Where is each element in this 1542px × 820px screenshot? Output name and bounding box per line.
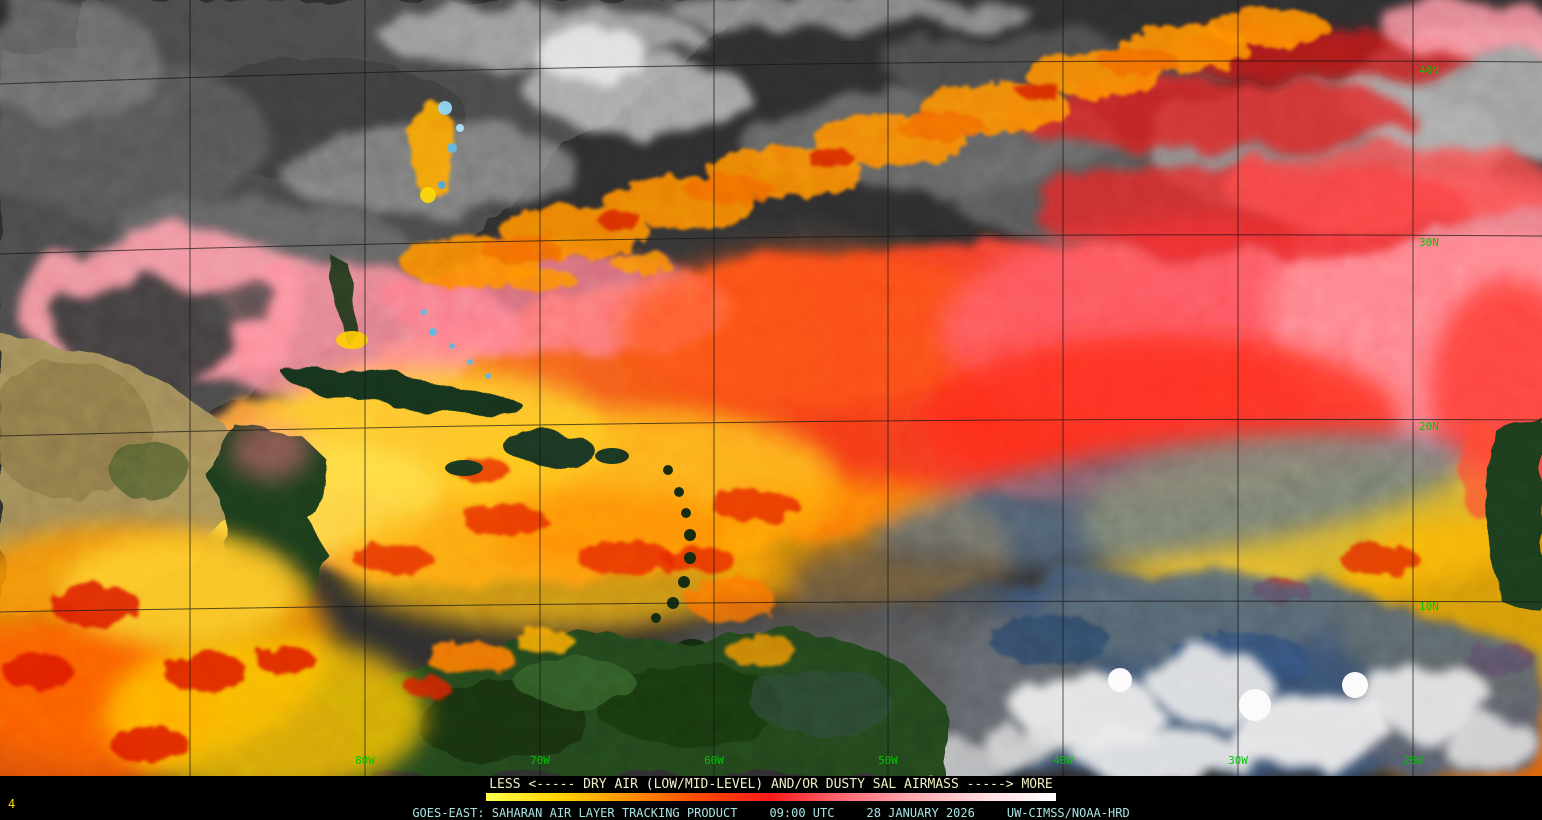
lon-label-80w: 80W [355, 754, 375, 767]
caption-bar: GOES-EAST: SAHARAN AIR LAYER TRACKING PR… [0, 804, 1542, 820]
product-date: 28 JANUARY 2026 [866, 806, 975, 820]
lon-label-70w: 70W [530, 754, 550, 767]
legend-label: LESS <----- DRY AIR (LOW/MID-LEVEL) AND/… [489, 777, 1053, 792]
satellite-imagery: 40N 30N 20N 10N 80W 70W 60W 50W 40W 30W … [0, 0, 1542, 776]
lat-line-30n [0, 234, 1542, 255]
lon-label-20w: 20W [1403, 754, 1423, 767]
lon-label-30w: 30W [1228, 754, 1248, 767]
graticule-lines [0, 0, 1542, 776]
legend-bar: LESS <----- DRY AIR (LOW/MID-LEVEL) AND/… [0, 776, 1542, 804]
lat-label-40n: 40N [1419, 64, 1439, 77]
lat-line-20n [0, 418, 1542, 437]
frame-number-label: 4 [8, 797, 16, 811]
product-credit: UW-CIMSS/NOAA-HRD [1006, 806, 1130, 820]
lat-line-40n [0, 60, 1542, 85]
lat-line-10n [0, 600, 1542, 613]
product-time: 09:00 UTC [769, 806, 835, 820]
lon-label-50w: 50W [878, 754, 898, 767]
satellite-scene: 40N 30N 20N 10N 80W 70W 60W 50W 40W 30W … [0, 0, 1542, 776]
image-grain-overlay [0, 0, 1542, 776]
bottom-bars: LESS <----- DRY AIR (LOW/MID-LEVEL) AND/… [0, 776, 1542, 820]
lat-label-10n: 10N [1419, 600, 1439, 613]
lon-label-40w: 40W [1053, 754, 1073, 767]
product-title: GOES-EAST: SAHARAN AIR LAYER TRACKING PR… [412, 806, 738, 820]
lat-label-30n: 30N [1419, 236, 1439, 249]
lat-label-20n: 20N [1419, 420, 1439, 433]
legend-gradient-bar [486, 793, 1056, 801]
lon-label-60w: 60W [704, 754, 724, 767]
graticule-labels: 40N 30N 20N 10N 80W 70W 60W 50W 40W 30W … [355, 64, 1439, 767]
